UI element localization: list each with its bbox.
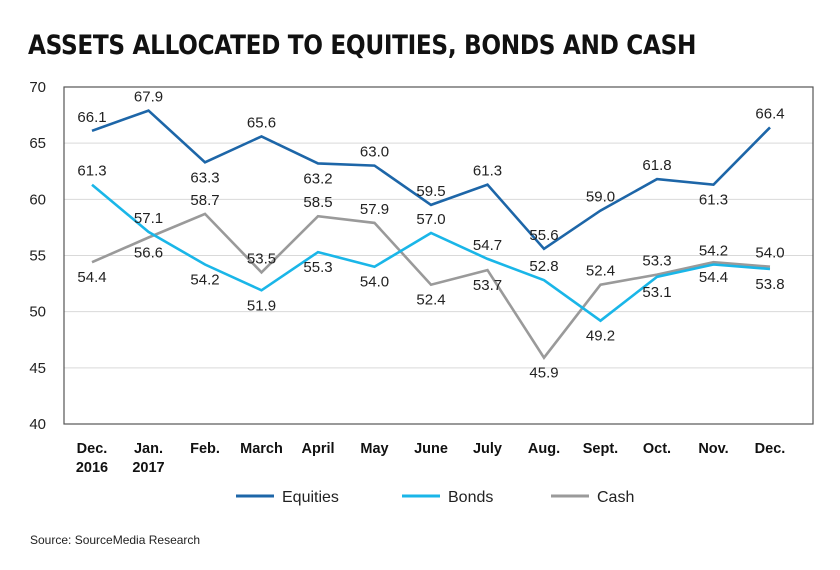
- data-label-bonds: 54.7: [473, 237, 502, 254]
- source-note: Source: SourceMedia Research: [30, 533, 201, 547]
- data-label-cash: 54.4: [699, 269, 728, 286]
- plot-frame: [63, 86, 814, 425]
- data-label-bonds: 54.2: [190, 271, 219, 288]
- data-label-equities: 65.6: [247, 114, 276, 131]
- data-label-equities: 63.0: [360, 144, 389, 161]
- y-tick-label: 55: [29, 248, 46, 265]
- data-label-cash: 52.4: [416, 292, 445, 309]
- x-tick-label: March: [240, 441, 283, 457]
- series-line-bonds: [91, 183, 771, 323]
- data-label-cash: 57.9: [360, 201, 389, 218]
- legend-label-equities: Equities: [282, 489, 339, 506]
- data-label-equities: 63.3: [190, 169, 219, 186]
- legend-label-cash: Cash: [597, 489, 634, 506]
- x-tick-label: Nov.: [698, 441, 728, 457]
- data-label-bonds: 57.0: [416, 211, 445, 228]
- data-label-equities: 61.8: [642, 157, 671, 174]
- data-label-cash: 54.4: [77, 269, 106, 286]
- series-line-equities: [91, 109, 771, 251]
- x-tick-label: Jan. 2017: [132, 441, 164, 476]
- data-label-equities: 67.9: [134, 89, 163, 106]
- data-label-equities: 61.3: [699, 192, 728, 209]
- data-label-bonds: 54.0: [360, 274, 389, 291]
- y-tick-label: 70: [29, 79, 46, 96]
- data-label-cash: 53.7: [473, 277, 502, 294]
- y-tick-label: 50: [29, 304, 46, 321]
- data-label-cash: 58.7: [190, 192, 219, 209]
- y-tick-label: 40: [29, 416, 46, 433]
- x-tick-label: Sept.: [583, 441, 618, 457]
- x-tick-label: June: [414, 441, 448, 457]
- legend-label-bonds: Bonds: [448, 489, 493, 506]
- data-label-equities: 63.2: [303, 170, 332, 187]
- data-label-cash: 45.9: [529, 365, 558, 382]
- data-label-equities: 55.6: [529, 227, 558, 244]
- x-tick-label: July: [473, 441, 502, 457]
- data-label-equities: 66.4: [755, 105, 784, 122]
- x-tick-label: Dec.: [755, 441, 786, 457]
- data-label-bonds: 54.2: [699, 242, 728, 259]
- data-label-equities: 59.0: [586, 189, 615, 206]
- data-label-cash: 52.4: [586, 263, 615, 280]
- data-label-bonds: 53.8: [755, 276, 784, 293]
- data-label-bonds: 61.3: [77, 163, 106, 180]
- data-label-bonds: 52.8: [529, 258, 558, 275]
- data-label-bonds: 55.3: [303, 259, 332, 276]
- x-tick-label: Oct.: [643, 441, 671, 457]
- y-tick-label: 45: [29, 360, 46, 377]
- series-line-cash: [91, 212, 771, 360]
- data-label-equities: 59.5: [416, 183, 445, 200]
- data-label-cash: 54.0: [755, 245, 784, 262]
- data-label-bonds: 57.1: [134, 210, 163, 227]
- data-label-bonds: 51.9: [247, 297, 276, 314]
- x-tick-label: April: [301, 441, 334, 457]
- y-tick-label: 65: [29, 135, 46, 152]
- y-tick-label: 60: [29, 191, 46, 208]
- data-label-bonds: 53.1: [642, 284, 671, 301]
- x-tick-label: May: [360, 441, 388, 457]
- data-label-cash: 53.5: [247, 250, 276, 267]
- data-label-cash: 58.5: [303, 194, 332, 211]
- data-label-equities: 66.1: [77, 109, 106, 126]
- data-label-bonds: 49.2: [586, 328, 615, 345]
- x-tick-label: Aug.: [528, 441, 560, 457]
- data-label-cash: 56.6: [134, 245, 163, 262]
- data-label-equities: 61.3: [473, 163, 502, 180]
- data-label-cash: 53.3: [642, 253, 671, 270]
- chart-title: ASSETS ALLOCATED TO EQUITIES, BONDS AND …: [28, 30, 697, 61]
- x-tick-label: Feb.: [190, 441, 220, 457]
- x-tick-label: Dec. 2016: [76, 441, 108, 476]
